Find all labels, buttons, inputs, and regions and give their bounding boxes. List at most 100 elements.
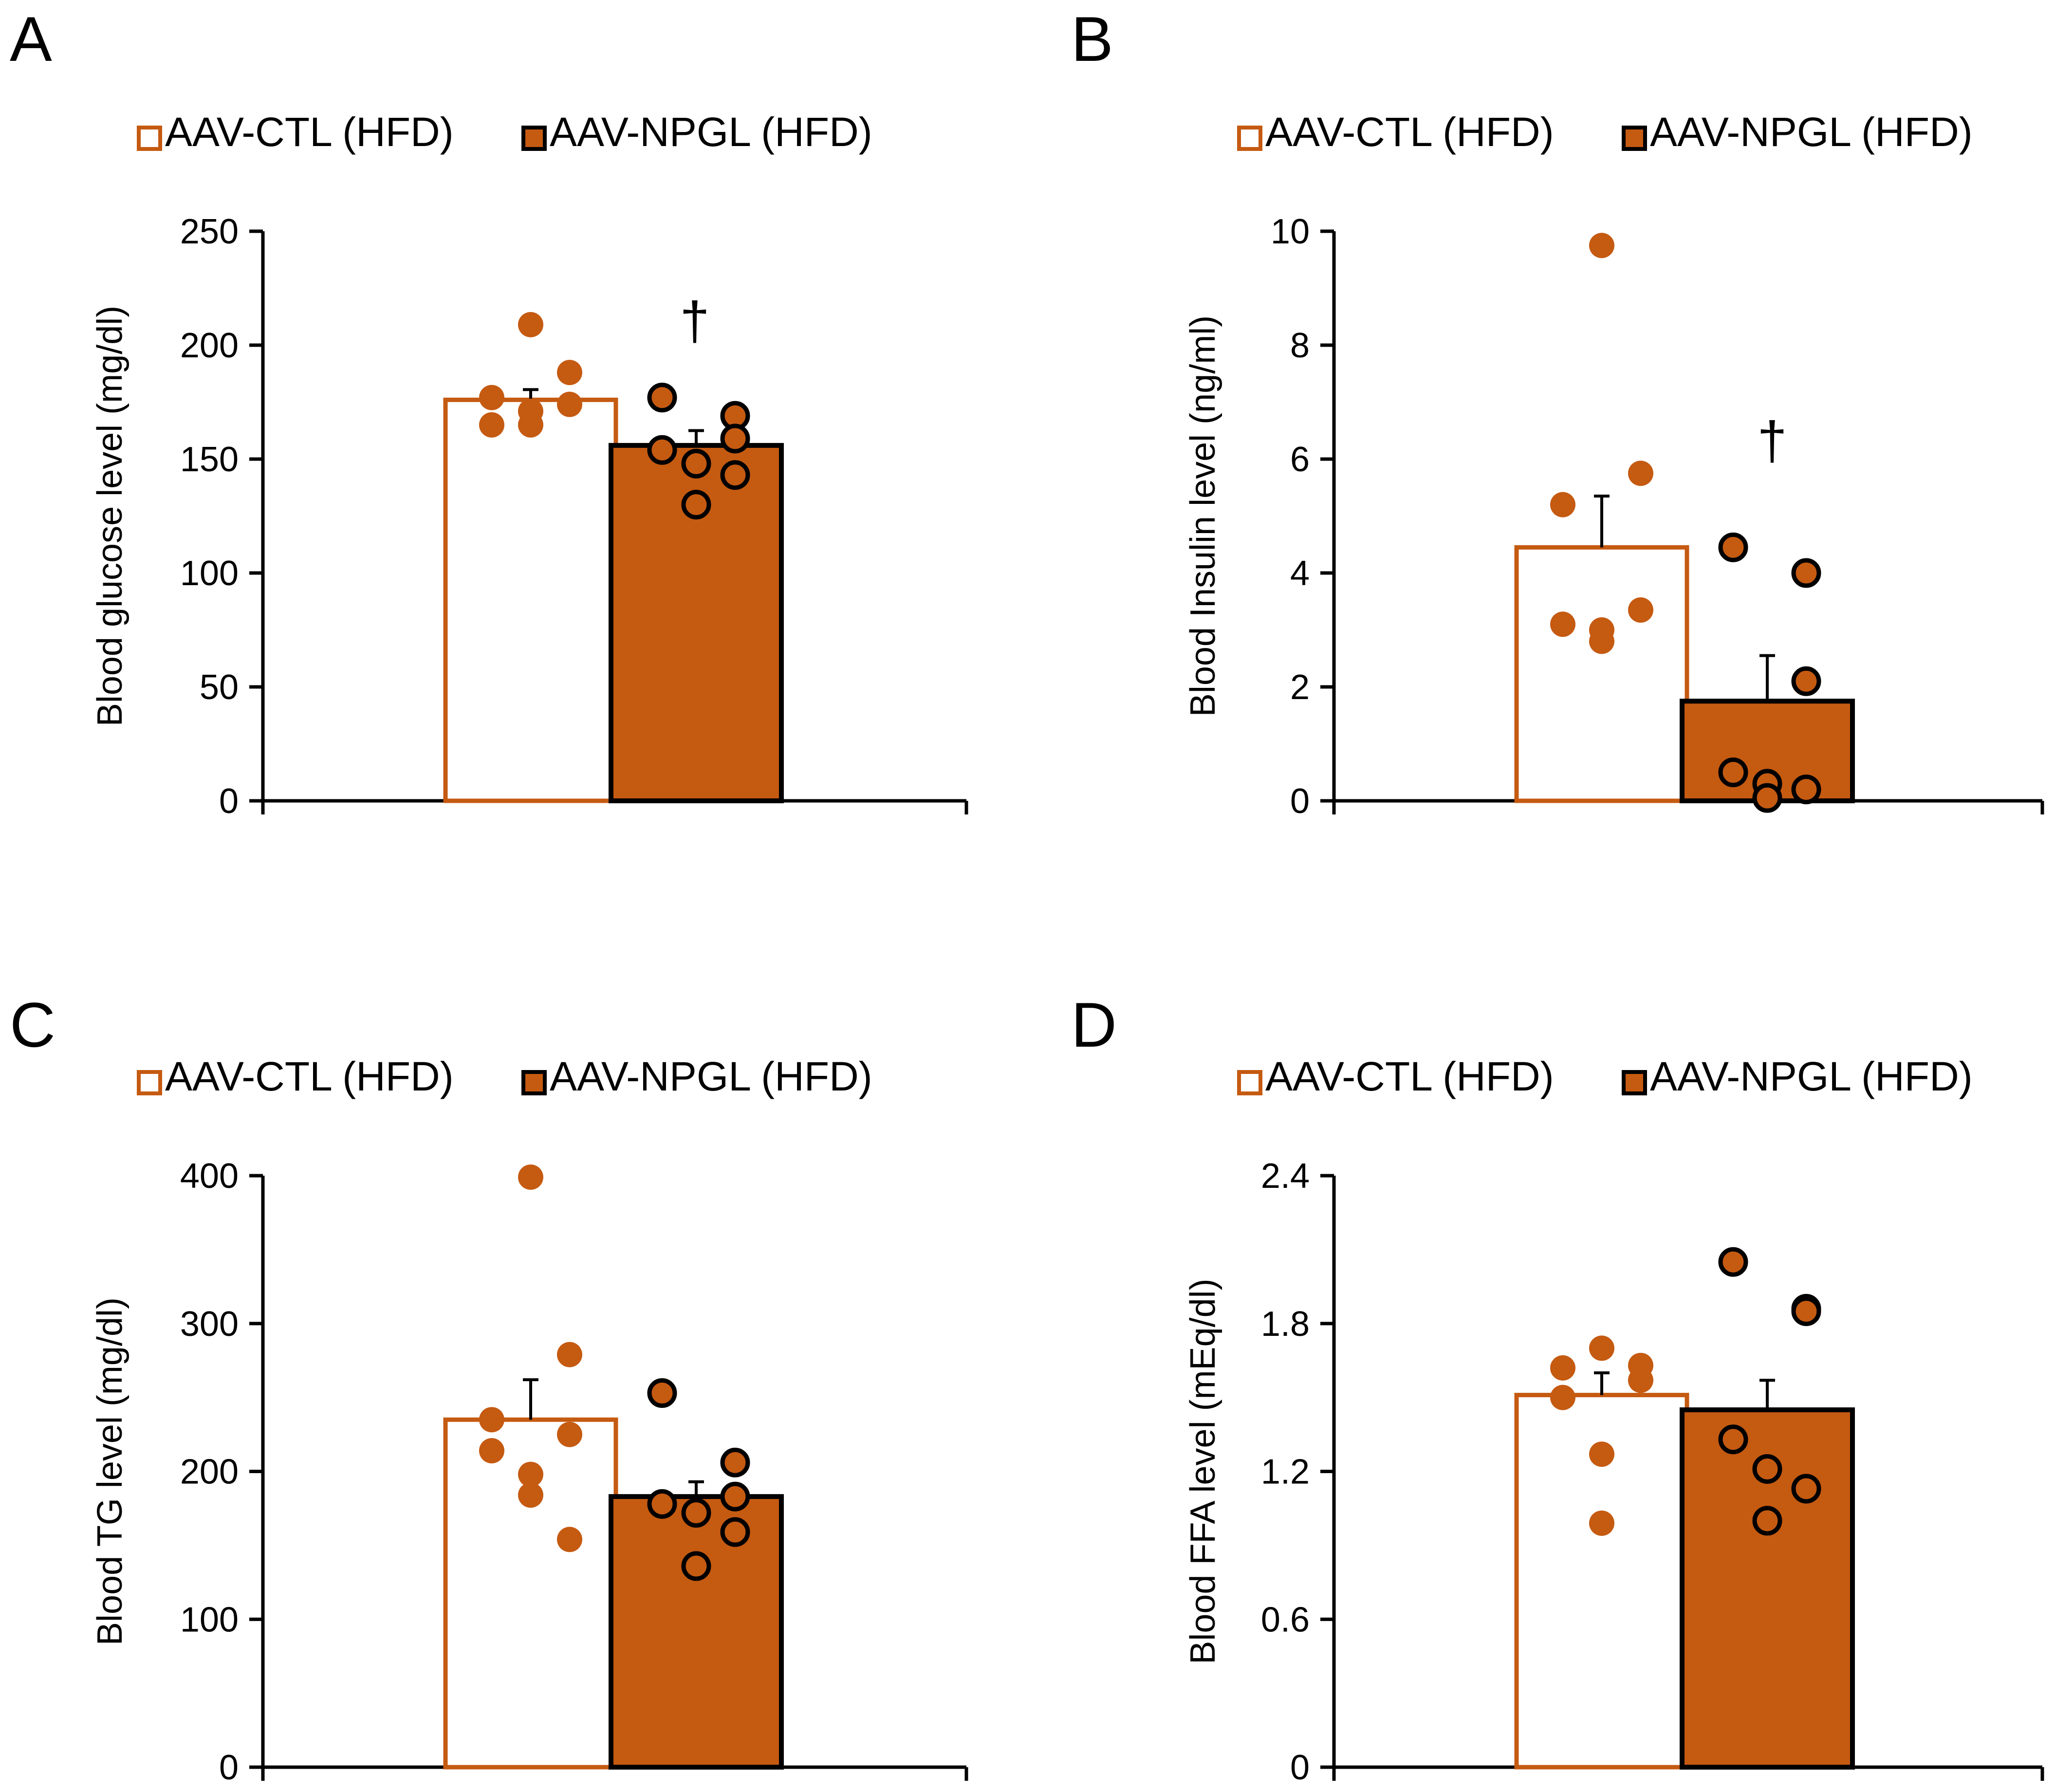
legend-swatch-npgl [1622, 126, 1647, 151]
dot-ctl [1589, 1510, 1614, 1536]
dot-npgl [647, 1378, 677, 1408]
panel-D: D AAV-CTL (HFD) AAV-NPGL (HFD) 0 0.6 1.2 1.8 2.… [1071, 989, 2044, 1787]
y-tick-label: 2.4 [1261, 1157, 1310, 1196]
y-tick-label: 0 [219, 782, 239, 821]
dot-ctl [518, 1482, 543, 1508]
dot-npgl [681, 1551, 711, 1581]
legend-label-ctl: AAV-CTL (HFD) [1265, 109, 1554, 155]
legend: AAV-CTL (HFD) AAV-NPGL (HFD) [1237, 1053, 1973, 1099]
dot-npgl [1791, 775, 1821, 805]
dot-ctl [1628, 461, 1653, 486]
legend-label-ctl: AAV-CTL (HFD) [1265, 1053, 1554, 1099]
legend: AAV-CTL (HFD) AAV-NPGL (HFD) [1237, 109, 1973, 155]
dot-ctl [518, 312, 543, 337]
legend-swatch-npgl [1622, 1070, 1647, 1095]
dot-ctl [518, 1164, 543, 1190]
dot-npgl [1791, 1474, 1821, 1504]
dot-npgl [1791, 1296, 1821, 1326]
y-tick-label: 200 [180, 326, 239, 365]
dot-npgl [720, 1447, 750, 1478]
y-tick-label: 1.2 [1261, 1453, 1310, 1492]
y-tick-label: 0.6 [1261, 1600, 1310, 1639]
legend-label-npgl: AAV-NPGL (HFD) [550, 1053, 872, 1099]
dot-ctl [1589, 1441, 1614, 1467]
y-axis-title: Blood FFA level (mEq/dl) [1184, 1278, 1222, 1664]
y-tick-label: 4 [1290, 554, 1310, 593]
dot-ctl [1550, 492, 1575, 517]
y-tick-label: 0 [219, 1748, 239, 1787]
y-tick-label: 300 [180, 1305, 239, 1344]
legend-swatch-npgl [521, 1070, 547, 1095]
dot-ctl [1550, 611, 1575, 637]
dot-npgl [1791, 558, 1821, 588]
y-tick-label: 200 [180, 1453, 239, 1492]
dot-ctl [557, 1342, 582, 1367]
bar-npgl [609, 1494, 784, 1770]
dot-ctl [557, 1422, 582, 1447]
dot-ctl [479, 1438, 504, 1463]
dot-ctl [1550, 1355, 1575, 1381]
legend-label-ctl: AAV-CTL (HFD) [165, 109, 454, 155]
legend-label-npgl: AAV-NPGL (HFD) [1650, 1053, 1973, 1099]
y-tick-label: 400 [180, 1157, 239, 1196]
dot-ctl [1628, 597, 1653, 623]
y-tick-label: 100 [180, 1600, 239, 1639]
dot-ctl [557, 360, 582, 386]
dot-npgl [720, 1517, 750, 1547]
dot-ctl [557, 1527, 582, 1552]
dot-ctl [518, 398, 543, 424]
dot-npgl [1752, 783, 1782, 813]
legend-swatch-ctl [1237, 1070, 1262, 1095]
y-axis-title: Blood Insulin level (ng/ml) [1184, 315, 1222, 717]
y-tick-label: 250 [180, 212, 239, 251]
panel-C: C AAV-CTL (HFD) AAV-NPGL (HFD) 0 100 200 300 40… [10, 989, 968, 1787]
bar-ctl [443, 397, 618, 803]
dot-npgl [681, 1498, 711, 1528]
legend-swatch-ctl [137, 1070, 162, 1095]
dot-npgl [647, 435, 677, 465]
legend-swatch-ctl [137, 126, 162, 151]
dot-npgl [647, 383, 677, 413]
significance-dagger: † [680, 291, 709, 351]
dot-npgl [1752, 1506, 1782, 1536]
dot-npgl [1718, 1247, 1748, 1277]
dot-ctl [479, 412, 504, 438]
panel-B: B AAV-CTL (HFD) AAV-NPGL (HFD) 0 2 4 6 8 10 Blood… [1071, 3, 2044, 821]
legend-swatch-ctl [1237, 126, 1262, 151]
panel-letter: A [10, 3, 52, 74]
dot-npgl [1718, 532, 1748, 562]
y-tick-label: 0 [1290, 1748, 1310, 1787]
dot-ctl [479, 1407, 504, 1433]
dot-npgl [1791, 666, 1821, 696]
legend-label-npgl: AAV-NPGL (HFD) [1650, 109, 1973, 155]
significance-dagger: † [1757, 411, 1787, 471]
legend: AAV-CTL (HFD) AAV-NPGL (HFD) [137, 1053, 872, 1099]
bar-ctl [1514, 545, 1689, 803]
y-tick-label: 10 [1271, 212, 1310, 251]
dot-ctl [1628, 1367, 1653, 1393]
y-tick-label: 50 [200, 668, 239, 707]
dot-ctl [518, 1461, 543, 1487]
y-tick-label: 0 [1290, 782, 1310, 821]
y-axis-title: Blood TG level (mg/dl) [91, 1297, 130, 1645]
dot-npgl [1752, 1454, 1782, 1484]
dot-ctl [1589, 1335, 1614, 1361]
dot-npgl [1718, 1424, 1748, 1455]
dot-ctl [1589, 628, 1614, 654]
y-tick-label: 8 [1290, 326, 1310, 365]
dot-ctl [479, 385, 504, 410]
y-tick-label: 150 [180, 440, 239, 479]
legend: AAV-CTL (HFD) AAV-NPGL (HFD) [137, 109, 872, 155]
y-tick-label: 1.8 [1261, 1305, 1310, 1344]
y-axis-title: Blood glucose level (mg/dl) [91, 306, 130, 726]
legend-swatch-npgl [521, 126, 547, 151]
dot-ctl [1589, 233, 1614, 259]
panel-letter: C [10, 989, 56, 1060]
dot-npgl [1718, 757, 1748, 787]
y-tick-label: 2 [1290, 668, 1310, 707]
panel-letter: D [1071, 989, 1117, 1060]
y-tick-label: 100 [180, 554, 239, 593]
dot-ctl [557, 391, 582, 417]
y-tick-label: 6 [1290, 440, 1310, 479]
